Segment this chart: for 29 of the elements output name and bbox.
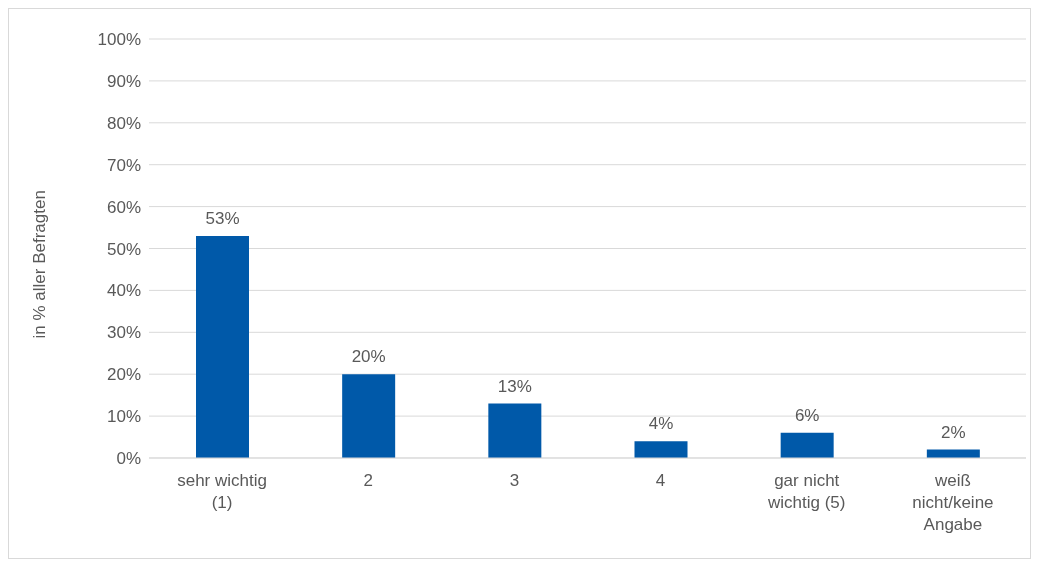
data-label: 2%: [941, 422, 966, 442]
y-tick-label: 50%: [106, 239, 141, 259]
x-tick-label: gar nicht wichtig (5): [767, 471, 846, 512]
y-tick-label: 80%: [106, 113, 141, 133]
y-axis-title: in % aller Befragten: [30, 190, 50, 339]
y-tick-label: 70%: [106, 155, 141, 175]
bar: [342, 374, 396, 458]
x-tick-label: sehr wichtig (1): [177, 471, 267, 512]
y-tick-label: 100%: [97, 30, 141, 50]
x-tick-label: 4: [655, 471, 666, 490]
y-tick-label: 30%: [106, 323, 141, 343]
bar: [634, 441, 688, 458]
bar: [488, 403, 542, 458]
x-tick-label: 2: [363, 471, 373, 490]
y-tick-label: 20%: [106, 365, 141, 385]
data-label: 13%: [497, 376, 532, 396]
x-tick-label: 3: [509, 471, 520, 490]
y-tick-label: 90%: [106, 71, 141, 91]
data-label: 53%: [205, 208, 240, 228]
y-tick-label: 60%: [106, 197, 141, 217]
y-tick-label: 0%: [116, 449, 141, 469]
x-tick-label: weiß nicht/keine Angabe: [912, 471, 994, 534]
bar: [780, 432, 834, 458]
data-label: 4%: [648, 414, 674, 434]
data-label: 6%: [794, 405, 820, 425]
bar: [196, 235, 249, 458]
y-tick-label: 40%: [106, 281, 141, 301]
data-label: 20%: [351, 347, 386, 367]
y-tick-label: 10%: [106, 407, 141, 427]
